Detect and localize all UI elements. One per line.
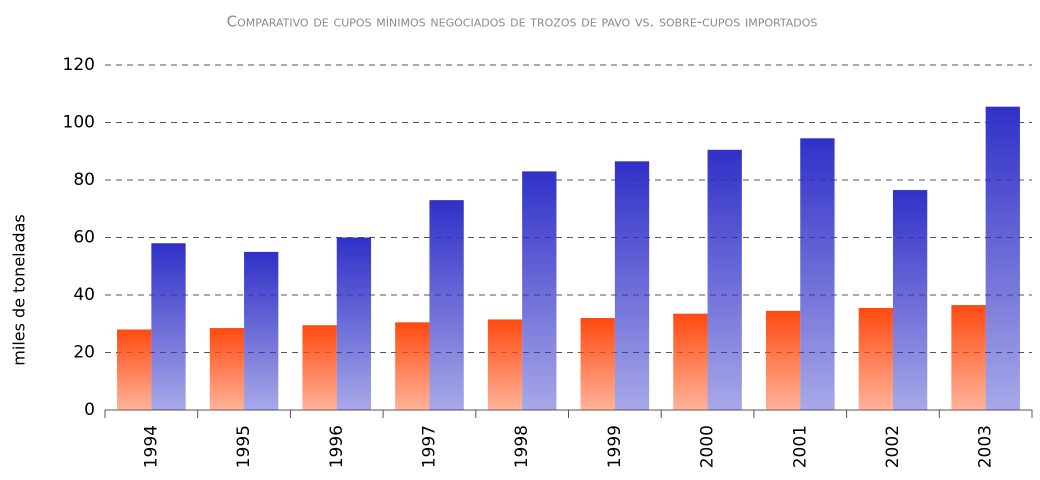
bar	[985, 106, 1020, 410]
x-tick-label: 2003	[976, 425, 996, 468]
bar	[395, 322, 430, 410]
bar	[302, 325, 337, 410]
bar	[892, 190, 928, 410]
bar	[673, 313, 708, 410]
bar	[858, 307, 893, 410]
bar	[429, 200, 464, 410]
bar	[614, 161, 650, 410]
bar	[707, 149, 742, 410]
bar	[951, 305, 986, 410]
y-tick-label: 120	[63, 55, 95, 75]
x-tick-label: 2000	[698, 425, 718, 468]
bar	[117, 329, 152, 410]
x-tick-label: 1997	[419, 425, 439, 468]
y-tick-label: 60	[73, 228, 95, 248]
x-tick-label: 2001	[790, 425, 810, 468]
y-tick-label: 100	[63, 113, 95, 133]
x-tick-label: 1999	[605, 425, 625, 468]
x-tick-label: 1996	[327, 425, 347, 468]
bar	[522, 171, 557, 410]
bar	[765, 310, 801, 410]
x-tick-label: 1998	[512, 425, 532, 468]
chart-title: Comparativo de cupos mínimos negociados …	[227, 13, 818, 31]
bar	[244, 251, 279, 410]
y-tick-label: 80	[73, 170, 95, 190]
x-tick-label: 2002	[883, 425, 903, 468]
bar	[209, 328, 245, 410]
bar	[487, 319, 523, 410]
y-axis-label: miles de toneladas	[10, 214, 29, 365]
bar	[336, 237, 372, 410]
bar	[800, 138, 835, 410]
x-tick-label: 1994	[141, 425, 161, 468]
x-tick-label: 1995	[234, 425, 254, 468]
bar	[580, 318, 615, 410]
y-tick-label: 20	[73, 343, 95, 363]
y-tick-label: 0	[84, 400, 95, 420]
y-tick-label: 40	[73, 285, 95, 305]
bar	[151, 243, 186, 410]
